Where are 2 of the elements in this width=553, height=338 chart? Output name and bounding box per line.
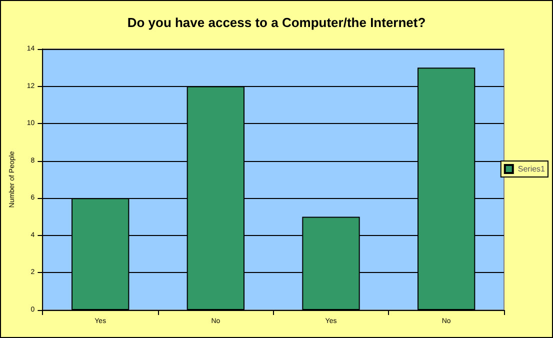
chart-title: Do you have access to a Computer/the Internet? <box>127 15 426 30</box>
legend-label: Series1 <box>518 164 546 174</box>
